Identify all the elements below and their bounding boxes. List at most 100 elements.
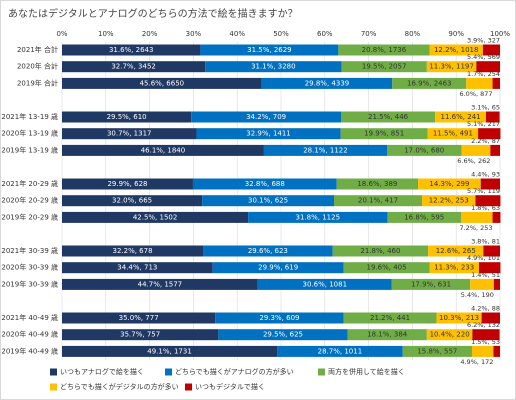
data-label: 42.5%, 1502 bbox=[133, 213, 178, 221]
data-label: 4.4%, 93 bbox=[471, 171, 500, 179]
y-tick-label: 2019年 13-19 歳 bbox=[1, 145, 58, 154]
data-label: 21.8%, 460 bbox=[360, 247, 400, 255]
y-tick-label: 2021年 40-49 歳 bbox=[1, 313, 58, 322]
bar-segment bbox=[493, 345, 500, 357]
bar-segment bbox=[62, 44, 201, 56]
bar-segment bbox=[387, 211, 462, 223]
x-tick-label: 0% bbox=[56, 30, 67, 38]
bar-segment bbox=[418, 178, 481, 190]
data-label: 5.1%, 217 bbox=[467, 120, 500, 128]
y-tick-label: 2019年 40-49 歳 bbox=[1, 346, 58, 355]
legend-swatch bbox=[185, 383, 192, 391]
bar-segment bbox=[196, 128, 341, 140]
y-tick-label: 2019年 合計 bbox=[17, 78, 58, 87]
bar-segment bbox=[192, 178, 337, 190]
bar-segment bbox=[340, 128, 428, 140]
bar-segment bbox=[343, 312, 437, 324]
x-tick-label: 90% bbox=[448, 30, 464, 38]
data-label: 20.8%, 1736 bbox=[362, 46, 407, 54]
bar-segment bbox=[461, 144, 491, 156]
data-label: 10.3%, 213 bbox=[439, 314, 479, 322]
bar-segment bbox=[436, 312, 482, 324]
bar-segment bbox=[466, 77, 493, 89]
y-tick-label: 2021年 20-29 歳 bbox=[1, 179, 58, 188]
bar-segment bbox=[475, 195, 501, 207]
y-tick-label: 2020年 40-49 歳 bbox=[1, 330, 58, 339]
bar-segment bbox=[480, 178, 500, 190]
bar-segment bbox=[435, 111, 486, 123]
data-label: 29.6%, 623 bbox=[248, 247, 288, 255]
chart-title: あなたはデジタルとアナログのどちらの方法で絵を描きますか？ bbox=[8, 7, 298, 20]
data-label: 44.7%, 1577 bbox=[138, 280, 183, 288]
data-label: 1.8%, 63 bbox=[471, 204, 500, 212]
data-label: 14.3%, 299 bbox=[429, 180, 469, 188]
data-label: 20.1%, 417 bbox=[358, 197, 398, 205]
data-label: 3.8%, 81 bbox=[471, 238, 500, 246]
data-label: 34.4%, 713 bbox=[117, 264, 157, 272]
bar-segment bbox=[483, 245, 500, 257]
data-label: 29.3%, 609 bbox=[259, 314, 299, 322]
data-label: 4.9%, 101 bbox=[467, 254, 500, 262]
data-label: 28.1%, 1122 bbox=[303, 146, 348, 154]
bar-segment bbox=[429, 44, 483, 56]
x-tick-label: 50% bbox=[273, 30, 289, 38]
data-label: 31.5%, 2629 bbox=[247, 46, 292, 54]
data-label: 12.2%, 1018 bbox=[434, 46, 479, 54]
bar-segment bbox=[392, 77, 467, 89]
bar-segment bbox=[215, 312, 344, 324]
x-tick-label: 40% bbox=[229, 30, 245, 38]
bar-segment bbox=[336, 178, 419, 190]
data-label: 29.9%, 628 bbox=[107, 180, 147, 188]
data-label: 11.5%, 491 bbox=[433, 130, 473, 138]
bar-segment bbox=[62, 111, 192, 123]
data-label: 21.5%, 446 bbox=[368, 113, 409, 121]
data-label: 19.6%, 405 bbox=[367, 264, 407, 272]
data-label: 29.5%, 625 bbox=[263, 331, 303, 339]
data-label: 3.9%, 327 bbox=[467, 37, 500, 45]
data-label: 11.3%, 233 bbox=[434, 264, 474, 272]
bar-segment bbox=[62, 345, 278, 357]
data-label: 35.7%, 757 bbox=[120, 331, 160, 339]
bar-segment bbox=[248, 211, 388, 223]
data-label: 29.5%, 610 bbox=[107, 113, 147, 121]
data-label: 19.5%, 2057 bbox=[362, 63, 407, 71]
bar-segment bbox=[471, 345, 494, 357]
bar-segment bbox=[62, 128, 197, 140]
bar-segment bbox=[343, 262, 430, 274]
data-label: 49.1%, 1731 bbox=[147, 347, 192, 355]
data-label: 1.4%, 51 bbox=[471, 271, 500, 279]
bar-segment bbox=[200, 44, 339, 56]
bar-segment bbox=[391, 278, 471, 290]
bar-segment bbox=[205, 61, 342, 73]
bar-segment bbox=[492, 211, 501, 223]
bar-segment bbox=[492, 77, 500, 89]
data-label: 3.1%, 65 bbox=[471, 104, 500, 112]
bar-segment bbox=[493, 278, 500, 290]
bar-segment bbox=[422, 195, 476, 207]
bar-segment bbox=[386, 144, 462, 156]
data-label: 1.7%, 254 bbox=[467, 70, 500, 78]
data-label: 5.4%, 569 bbox=[467, 53, 500, 61]
data-label: 34.2%, 709 bbox=[246, 113, 286, 121]
data-label: 30.6%, 1081 bbox=[303, 280, 348, 288]
data-label: 35.0%, 777 bbox=[119, 314, 159, 322]
bar-segment bbox=[428, 245, 484, 257]
bar-segment bbox=[481, 312, 500, 324]
bar-segment bbox=[203, 245, 333, 257]
data-label: 30.7%, 1317 bbox=[107, 130, 152, 138]
legend-label: 両方を併用して絵を描く bbox=[328, 367, 405, 376]
bar-segment bbox=[191, 111, 342, 123]
data-label: 7.2%, 253 bbox=[459, 224, 492, 232]
data-label: 31.8%, 1125 bbox=[296, 213, 341, 221]
bar-segment bbox=[429, 262, 479, 274]
data-label: 11.3%, 1197 bbox=[429, 63, 474, 71]
bar-segment bbox=[482, 44, 500, 56]
bar-segment bbox=[476, 61, 500, 73]
data-label: 1.5%, 53 bbox=[471, 338, 500, 346]
data-label: 6.6%, 262 bbox=[457, 157, 490, 165]
bar-segment bbox=[341, 61, 427, 73]
legend-label: どちらでも描くがアナログの方が多い bbox=[175, 367, 294, 376]
bar-segment bbox=[427, 128, 479, 140]
bar-segment bbox=[257, 278, 392, 290]
bar-segment bbox=[277, 345, 403, 357]
